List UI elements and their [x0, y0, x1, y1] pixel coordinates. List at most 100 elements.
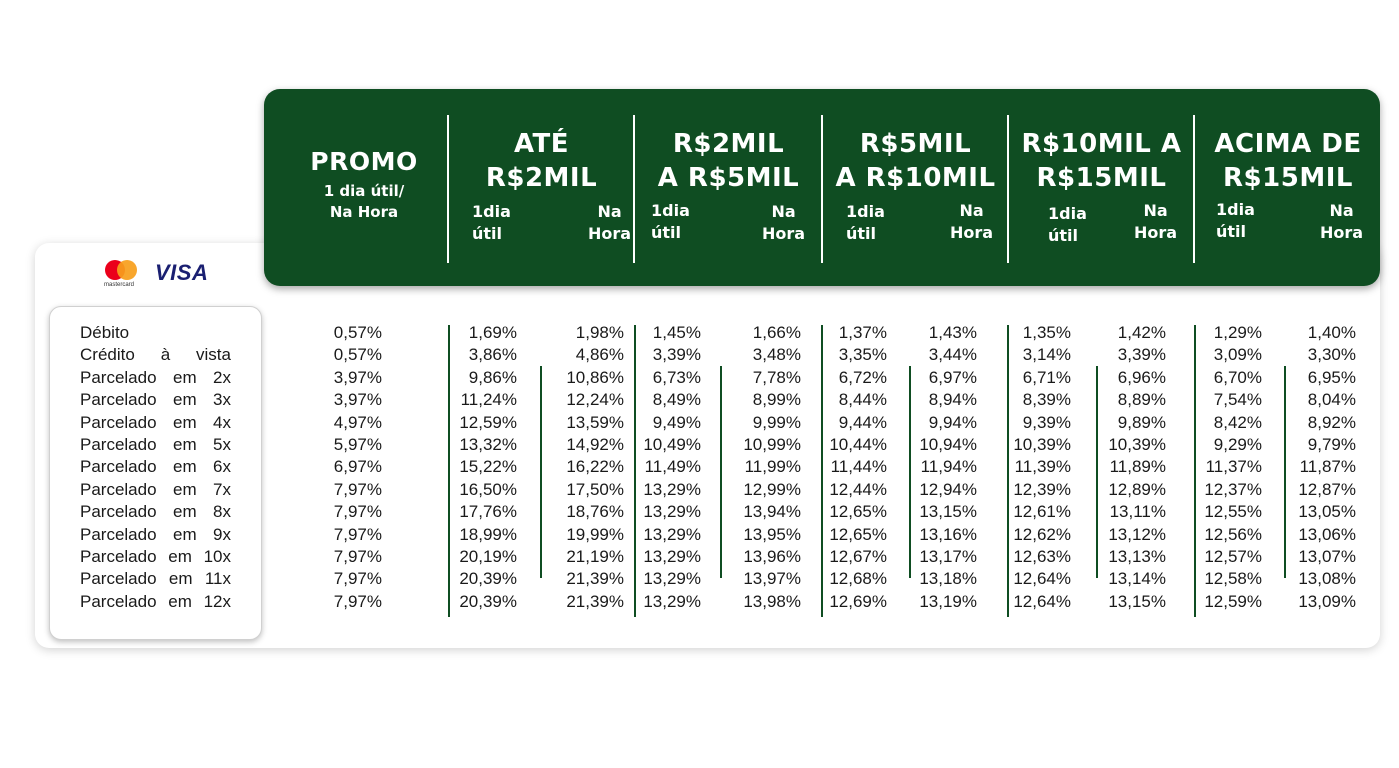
rate-na-hora: 11,94%: [920, 457, 977, 477]
rate-na-hora: 3,30%: [1307, 345, 1356, 365]
row-label-word: Parcelado: [80, 412, 157, 432]
column-separator: [720, 366, 722, 578]
rate-na-hora: 13,07%: [1298, 547, 1356, 566]
rate-na-hora: 6,96%: [1117, 367, 1166, 387]
promo-rate: 7,97%: [333, 479, 382, 499]
row-label-word: em: [168, 547, 192, 566]
rate-na-hora: 11,89%: [1109, 457, 1166, 477]
tier-title-line2: A R$10MIL: [835, 163, 996, 193]
rate-na-hora: 13,12%: [1108, 524, 1166, 544]
rate-na-hora: 10,86%: [566, 367, 624, 387]
rate-na-hora: 4,86%: [575, 345, 624, 365]
rate-na-hora: 18,76%: [566, 502, 624, 522]
row-label: Parcelado em 2x: [80, 367, 231, 389]
rate-1-dia-util: 18,99%: [459, 524, 517, 544]
row-label-word: Parcelado: [80, 390, 157, 410]
tier-header-1: ATÉ R$2MIL 1dia útil Na Hora: [450, 89, 633, 286]
rate-na-hora: 1,66%: [752, 323, 801, 342]
rate-na-hora: 13,98%: [743, 591, 801, 611]
rate-1-dia-util: 12,44%: [829, 479, 887, 499]
rate-na-hora: 13,15%: [1108, 591, 1166, 611]
row-label: Parcelado em 11x: [80, 568, 231, 590]
tier-title-line2: R$15MIL: [1036, 163, 1167, 193]
rate-1-dia-util: 1,69%: [468, 323, 517, 342]
row-label-word: Crédito: [80, 345, 135, 365]
tier-subheader-1-dia-util: 1dia útil: [651, 201, 690, 242]
rate-na-hora: 14,92%: [566, 435, 624, 454]
header-separator: [1193, 115, 1195, 263]
rate-1-dia-util: 12,64%: [1013, 591, 1071, 611]
row-label: Parcelado em 9x: [80, 524, 231, 546]
rate-1-dia-util: 12,64%: [1013, 569, 1071, 589]
column-separator: [1284, 366, 1286, 578]
visa-logo: VISA: [155, 260, 209, 285]
rate-na-hora: 10,39%: [1108, 435, 1166, 454]
rate-na-hora: 21,19%: [566, 547, 624, 566]
rate-1-dia-util: 3,14%: [1022, 345, 1071, 365]
promo-rate: 7,97%: [333, 569, 382, 589]
tier-subheader-na-hora: Na Hora: [950, 201, 994, 242]
rate-1-dia-util: 3,09%: [1213, 345, 1262, 365]
rate-1-dia-util: 13,29%: [643, 569, 701, 589]
tier-title-line2: R$2MIL: [485, 163, 598, 193]
row-label: Parcelado em 6x: [80, 456, 231, 478]
promo-rate: 5,97%: [333, 435, 382, 454]
rate-1-dia-util: 12,59%: [1204, 591, 1262, 611]
column-separator: [821, 325, 823, 617]
rate-1-dia-util: 9,39%: [1022, 412, 1071, 432]
promo-rate: 7,97%: [333, 547, 382, 566]
row-label-word: vista: [196, 345, 231, 365]
promo-rate: 3,97%: [333, 390, 382, 410]
row-label-word: em: [168, 569, 193, 589]
rate-1-dia-util: 11,37%: [1205, 457, 1262, 477]
header-separator: [1007, 115, 1009, 263]
rate-na-hora: 8,99%: [752, 390, 801, 410]
rate-na-hora: 13,09%: [1298, 591, 1356, 611]
tier-subheader-1-dia-util: 1dia útil: [1048, 204, 1087, 245]
rate-1-dia-util: 12,56%: [1204, 524, 1262, 544]
mastercard-orange-circle: [117, 260, 137, 280]
rate-na-hora: 1,98%: [575, 323, 624, 342]
rate-1-dia-util: 10,39%: [1013, 435, 1071, 454]
row-label-word: Parcelado: [80, 435, 157, 454]
rate-na-hora: 10,99%: [743, 435, 801, 454]
tier-title-line1: ATÉ: [513, 129, 570, 159]
row-label: Parcelado em 3x: [80, 389, 231, 411]
rate-1-dia-util: 11,49%: [644, 457, 701, 477]
rate-1-dia-util: 6,71%: [1022, 367, 1071, 387]
promo-rate: 0,57%: [333, 323, 382, 342]
row-label-word: 4x: [213, 412, 231, 432]
row-labels-panel: [49, 306, 262, 640]
row-label-word: em: [172, 412, 197, 432]
row-label-word: em: [172, 479, 197, 499]
rate-na-hora: 13,05%: [1298, 502, 1356, 522]
rate-na-hora: 8,04%: [1307, 390, 1356, 410]
rate-na-hora: 21,39%: [566, 591, 624, 611]
row-label-word: 7x: [213, 479, 231, 499]
rate-na-hora: 13,18%: [919, 569, 977, 589]
rate-na-hora: 1,40%: [1307, 323, 1356, 342]
column-separator: [448, 325, 450, 617]
rate-na-hora: 12,24%: [566, 390, 624, 410]
row-label-word: 10x: [203, 547, 231, 566]
card-brands-logos: mastercard VISA: [96, 258, 216, 294]
rate-1-dia-util: 9,29%: [1213, 435, 1262, 454]
rate-na-hora: 12,99%: [743, 479, 801, 499]
tier-subheader-1-dia-util: 1dia útil: [846, 202, 885, 243]
promo-rate: 7,97%: [333, 502, 382, 522]
rate-1-dia-util: 20,39%: [459, 591, 517, 611]
rate-1-dia-util: 12,63%: [1013, 547, 1071, 566]
row-label-word: 2x: [213, 367, 231, 387]
header-separator: [821, 115, 823, 263]
rate-1-dia-util: 11,39%: [1014, 457, 1071, 477]
rate-1-dia-util: 6,73%: [652, 367, 701, 387]
rate-na-hora: 11,87%: [1299, 457, 1356, 477]
rate-na-hora: 7,78%: [752, 367, 801, 387]
rate-na-hora: 8,92%: [1307, 412, 1356, 432]
tier-header-3: R$5MIL A R$10MIL 1dia útil Na Hora: [824, 89, 1007, 286]
rate-1-dia-util: 10,44%: [829, 435, 887, 454]
rate-1-dia-util: 12,55%: [1204, 502, 1262, 522]
tier-subheader-1-dia-util: 1dia útil: [1216, 200, 1255, 241]
rate-1-dia-util: 17,76%: [459, 502, 517, 522]
rate-1-dia-util: 12,69%: [829, 591, 887, 611]
